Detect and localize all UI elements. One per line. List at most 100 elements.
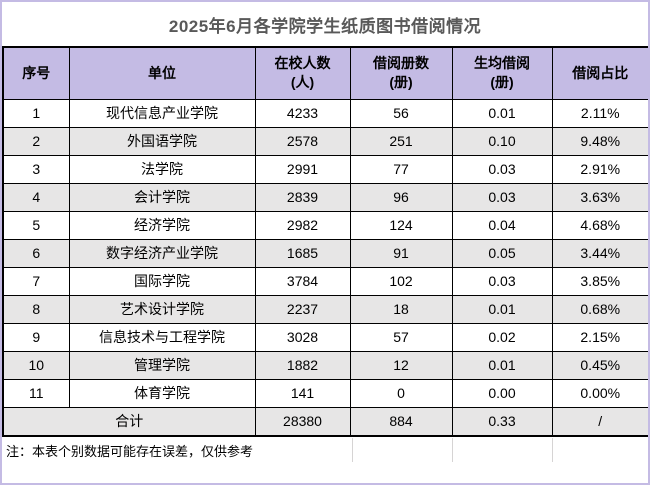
table-cell: 0.00% <box>551 378 648 408</box>
table-cell: 3.63% <box>551 182 648 212</box>
footer-note-row: 注：本表个别数据可能存在误差，仅供参考 <box>2 437 648 463</box>
table-cell: 18 <box>349 294 453 324</box>
table-cell: 3028 <box>254 322 351 352</box>
table-cell: 12 <box>349 350 453 380</box>
table-cell: 77 <box>349 154 453 184</box>
table-row: 6 数字经济产业学院 1685 91 0.05 3.44% <box>2 238 648 268</box>
gridline-divider <box>352 438 353 462</box>
table-cell: 9.48% <box>551 126 648 156</box>
table-cell: 0.00 <box>451 378 553 408</box>
table-cell: 7 <box>2 266 70 296</box>
table-cell: 国际学院 <box>68 266 256 296</box>
total-label: 合计 <box>2 406 256 437</box>
gridline-divider <box>452 438 453 462</box>
table-cell: 会计学院 <box>68 182 256 212</box>
table-cell: 1685 <box>254 238 351 268</box>
table-cell: 2982 <box>254 210 351 240</box>
table-cell: 102 <box>349 266 453 296</box>
table-cell: 91 <box>349 238 453 268</box>
total-row: 合计 28380 884 0.33/ <box>2 406 648 437</box>
table-body: 1 现代信息产业学院 4233 56 0.01 2.11% 2 外国语学院 2578 251 0.1… <box>2 98 648 408</box>
footer-note: 注：本表个别数据可能存在误差，仅供参考 <box>6 443 254 459</box>
column-header: 借阅册数 (册) <box>349 46 453 100</box>
table-cell: 56 <box>349 98 453 128</box>
table-footer: 合计 28380 884 0.33/ <box>2 406 648 437</box>
table-cell: 数字经济产业学院 <box>68 238 256 268</box>
table-row: 9 信息技术与工程学院 3028 57 0.02 2.15% <box>2 322 648 352</box>
table-cell: 141 <box>254 378 351 408</box>
gridline-divider <box>552 438 553 462</box>
table-cell: 11 <box>2 378 70 408</box>
table-cell: 3.85% <box>551 266 648 296</box>
column-header: 单位 <box>68 46 256 100</box>
table-row: 5 经济学院 2982 124 0.04 4.68% <box>2 210 648 240</box>
table-cell: 2 <box>2 126 70 156</box>
header-row: 序号 单位 在校人数 (人) 借阅册数 (册) 生均借阅 (册) 借阅占比 <box>2 46 648 100</box>
total-cell: 884 <box>349 406 453 437</box>
table-cell: 2991 <box>254 154 351 184</box>
table-cell: 2237 <box>254 294 351 324</box>
table-cell: 251 <box>349 126 453 156</box>
table-cell: 4 <box>2 182 70 212</box>
column-header: 借阅占比 <box>551 46 648 100</box>
table-cell: 体育学院 <box>68 378 256 408</box>
table-cell: 经济学院 <box>68 210 256 240</box>
table-cell: 2578 <box>254 126 351 156</box>
table-row: 10 管理学院 1882 12 0.01 0.45% <box>2 350 648 380</box>
table-cell: 艺术设计学院 <box>68 294 256 324</box>
table-cell: 0.01 <box>451 350 553 380</box>
total-cell: 28380 <box>254 406 351 437</box>
table-row: 7 国际学院 3784 102 0.03 3.85% <box>2 266 648 296</box>
table-row: 11 体育学院 141 0 0.00 0.00% <box>2 378 648 408</box>
table-cell: 0.04 <box>451 210 553 240</box>
table-cell: 0 <box>349 378 453 408</box>
table-cell: 1 <box>2 98 70 128</box>
table-cell: 1882 <box>254 350 351 380</box>
table-cell: 3.44% <box>551 238 648 268</box>
column-header: 序号 <box>2 46 70 100</box>
table-cell: 0.02 <box>451 322 553 352</box>
table-cell: 0.68% <box>551 294 648 324</box>
table-cell: 2.91% <box>551 154 648 184</box>
table-cell: 5 <box>2 210 70 240</box>
table-cell: 2.11% <box>551 98 648 128</box>
table-cell: 现代信息产业学院 <box>68 98 256 128</box>
total-cell: / <box>551 406 648 437</box>
table-header: 序号 单位 在校人数 (人) 借阅册数 (册) 生均借阅 (册) 借阅占比 <box>2 46 648 100</box>
table-cell: 8 <box>2 294 70 324</box>
table-cell: 10 <box>2 350 70 380</box>
borrowing-table: 序号 单位 在校人数 (人) 借阅册数 (册) 生均借阅 (册) 借阅占比 1 现代信息产业学院 4… <box>2 46 648 437</box>
table-cell: 2.15% <box>551 322 648 352</box>
table-cell: 0.05 <box>451 238 553 268</box>
table-cell: 0.10 <box>451 126 553 156</box>
table-cell: 2839 <box>254 182 351 212</box>
table-cell: 57 <box>349 322 453 352</box>
page-title: 2025年6月各学院学生纸质图书借阅情况 <box>168 16 482 36</box>
table-cell: 3784 <box>254 266 351 296</box>
table-cell: 124 <box>349 210 453 240</box>
table-row: 8 艺术设计学院 2237 18 0.01 0.68% <box>2 294 648 324</box>
table-cell: 法学院 <box>68 154 256 184</box>
table-cell: 96 <box>349 182 453 212</box>
table-row: 4 会计学院 2839 96 0.03 3.63% <box>2 182 648 212</box>
table-cell: 9 <box>2 322 70 352</box>
table-cell: 4.68% <box>551 210 648 240</box>
table-cell: 0.01 <box>451 294 553 324</box>
table-cell: 0.01 <box>451 98 553 128</box>
table-row: 3 法学院 2991 77 0.03 2.91% <box>2 154 648 184</box>
table-cell: 4233 <box>254 98 351 128</box>
table-row: 2 外国语学院 2578 251 0.10 9.48% <box>2 126 648 156</box>
table-cell: 0.45% <box>551 350 648 380</box>
table-cell: 3 <box>2 154 70 184</box>
table-cell: 信息技术与工程学院 <box>68 322 256 352</box>
total-cell: 0.33 <box>451 406 553 437</box>
table-cell: 外国语学院 <box>68 126 256 156</box>
table-cell: 管理学院 <box>68 350 256 380</box>
table-cell: 6 <box>2 238 70 268</box>
column-header: 在校人数 (人) <box>254 46 351 100</box>
column-header: 生均借阅 (册) <box>451 46 553 100</box>
table-cell: 0.03 <box>451 154 553 184</box>
table-row: 1 现代信息产业学院 4233 56 0.01 2.11% <box>2 98 648 128</box>
table-cell: 0.03 <box>451 266 553 296</box>
